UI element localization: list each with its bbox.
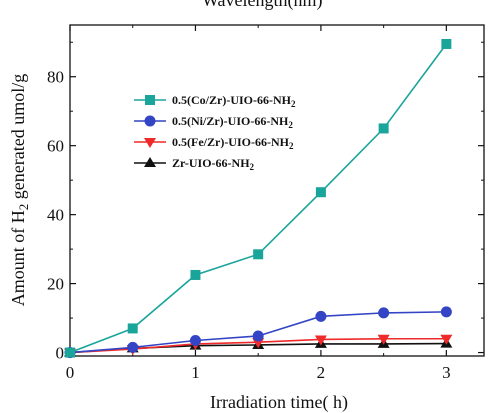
legend-label-main: 0.5(Fe/Zr)-UIO-66-NH [172, 135, 290, 149]
data-point [189, 334, 201, 346]
legend-label-subscript: 2 [291, 99, 296, 109]
y-tick-label: 0 [56, 344, 65, 363]
plot-border [69, 24, 485, 357]
y-axis-label-subscript: 2 [16, 204, 31, 211]
legend-label: 0.5(Fe/Zr)-UIO-66-NH2 [172, 135, 294, 151]
legend-label-main: Zr-UIO-66-NH [172, 156, 250, 170]
y-tick-label: 40 [47, 206, 64, 225]
series-layer [64, 38, 453, 359]
legend-label-subscript: 2 [288, 120, 293, 130]
legend-entry-3: Zr-UIO-66-NH2 [134, 156, 255, 172]
data-point [440, 334, 453, 345]
data-point [252, 338, 265, 349]
y-axis-label-main: Amount of H [8, 210, 28, 306]
data-point [127, 323, 138, 334]
legend-label: 0.5(Ni/Zr)-UIO-66-NH2 [172, 114, 293, 130]
legend-label-subscript: 2 [250, 162, 255, 172]
data-point [252, 330, 264, 342]
y-tick-label: 60 [47, 137, 64, 156]
y-tick-label: 20 [47, 275, 64, 294]
legend: 0.5(Co/Zr)-UIO-66-NH20.5(Ni/Zr)-UIO-66-N… [134, 93, 296, 172]
series-0 [65, 38, 452, 358]
data-point [377, 334, 390, 345]
legend-label-subscript: 2 [289, 141, 294, 151]
legend-marker [144, 157, 156, 167]
x-axis-label: Irradiation time( h) [210, 392, 348, 413]
top-cropped-label: Wavelength(nm) [202, 0, 323, 11]
legend-marker [144, 138, 156, 148]
series-line [69, 43, 448, 354]
x-tick-label: 0 [66, 363, 75, 382]
data-point [190, 269, 201, 280]
data-point [65, 347, 75, 358]
data-point [378, 307, 390, 319]
x-tick-label: 2 [317, 363, 326, 382]
data-point [315, 187, 326, 198]
legend-label-main: 0.5(Ni/Zr)-UIO-66-NH [172, 114, 289, 128]
legend-label-main: 0.5(Co/Zr)-UIO-66-NH [172, 93, 292, 107]
y-axis-label: Amount of H2 generated umol/g [8, 74, 31, 306]
axis-ticks: 0 1 2 3 0 20 40 60 80 [47, 25, 484, 382]
data-point [253, 249, 264, 260]
legend-entry-0: 0.5(Co/Zr)-UIO-66-NH2 [134, 93, 296, 109]
legend-marker [145, 95, 155, 105]
data-point [315, 310, 327, 322]
y-axis-label-rest: generated umol/g [8, 74, 28, 204]
legend-label: Zr-UIO-66-NH2 [172, 156, 255, 172]
data-point [441, 38, 452, 49]
legend-entry-2: 0.5(Fe/Zr)-UIO-66-NH2 [134, 135, 294, 151]
legend-entry-1: 0.5(Ni/Zr)-UIO-66-NH2 [134, 114, 293, 130]
x-tick-label: 1 [191, 363, 200, 382]
data-point [440, 306, 452, 318]
y-tick-label: 80 [47, 68, 64, 87]
data-point [378, 123, 389, 134]
data-point [127, 341, 139, 353]
data-point [314, 335, 327, 346]
x-tick-label: 3 [442, 363, 451, 382]
legend-marker [144, 115, 156, 127]
plot-frame [69, 24, 485, 357]
legend-label: 0.5(Co/Zr)-UIO-66-NH2 [172, 93, 296, 109]
